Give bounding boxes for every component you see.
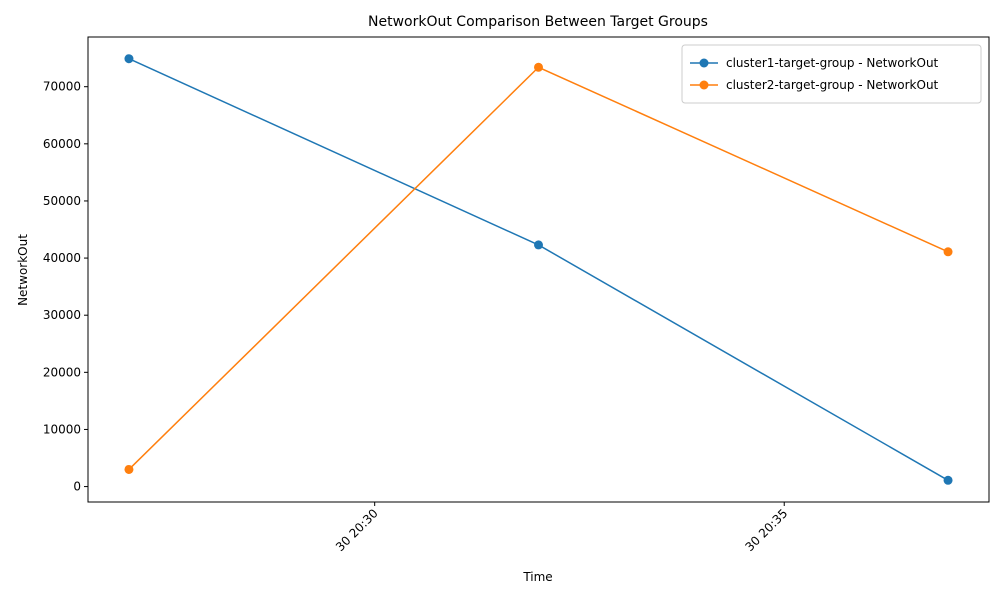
legend-label: cluster2-target-group - NetworkOut	[726, 78, 939, 92]
chart-title: NetworkOut Comparison Between Target Gro…	[368, 14, 708, 30]
y-tick-label: 30000	[43, 308, 81, 322]
series-line-1	[128, 58, 949, 481]
x-axis: 30 20:30 30 20:35	[333, 502, 790, 554]
y-tick-label: 10000	[43, 422, 81, 436]
data-point	[124, 464, 134, 474]
legend-box	[681, 44, 982, 104]
data-point	[124, 54, 134, 64]
legend-swatch-marker	[699, 80, 709, 90]
x-tick-label: 30 20:35	[742, 506, 790, 554]
data-point	[534, 240, 543, 250]
x-tick-label: 30 20:30	[333, 506, 381, 554]
y-tick-label: 40000	[43, 251, 81, 265]
legend: cluster1-target-group - NetworkOut cluste…	[681, 44, 982, 104]
plot-frame	[87, 36, 990, 503]
legend-label: cluster1-target-group - NetworkOut	[726, 56, 939, 70]
x-axis-label: Time	[522, 570, 552, 584]
plot-area	[124, 54, 953, 485]
data-point	[943, 247, 953, 257]
y-tick-label: 60000	[43, 137, 81, 151]
y-axis: 0 10000 20000 30000 40000 50000 60000 70000	[43, 80, 88, 494]
y-tick-label: 20000	[43, 365, 81, 379]
data-point	[943, 475, 953, 485]
y-axis-label: NetworkOut	[16, 234, 30, 306]
data-point	[534, 62, 543, 72]
y-tick-label: 0	[73, 480, 81, 494]
legend-swatch-marker	[699, 58, 709, 68]
y-tick-label: 50000	[43, 194, 81, 208]
y-tick-label: 70000	[43, 80, 81, 94]
